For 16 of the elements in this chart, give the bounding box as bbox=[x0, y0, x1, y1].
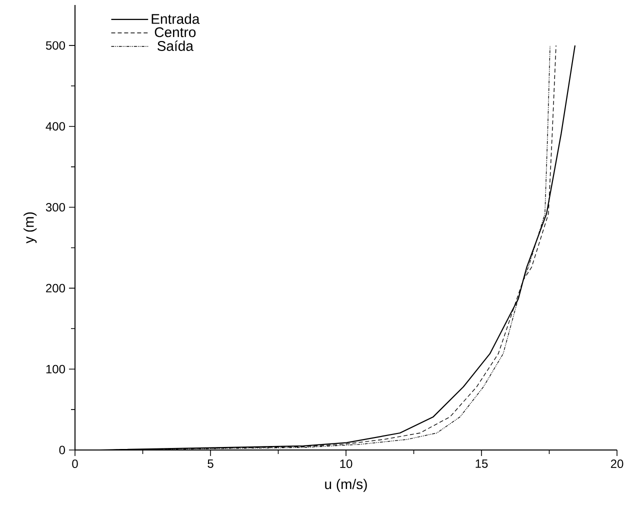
y-tick-label: 500 bbox=[46, 41, 66, 50]
legend-label: Saída bbox=[158, 40, 194, 51]
x-tick-label: 10 bbox=[340, 460, 352, 468]
x-tick-label: 5 bbox=[208, 460, 214, 468]
legend-label: Entrada bbox=[152, 14, 200, 24]
legend-label: Centro bbox=[154, 27, 196, 38]
y-tick-label: 300 bbox=[46, 203, 66, 212]
x-tick-label: 15 bbox=[476, 460, 488, 468]
y-tick-label: 0 bbox=[59, 446, 66, 454]
x-tick-label: 0 bbox=[72, 460, 78, 468]
x-axis-title: u (m/s) bbox=[325, 478, 367, 492]
y-tick-label: 100 bbox=[46, 364, 66, 374]
y-tick-label: 200 bbox=[46, 284, 66, 292]
y-axis-title: y (m) bbox=[24, 212, 37, 244]
x-tick-label: 20 bbox=[610, 460, 624, 468]
y-tick-label: 400 bbox=[46, 122, 66, 131]
